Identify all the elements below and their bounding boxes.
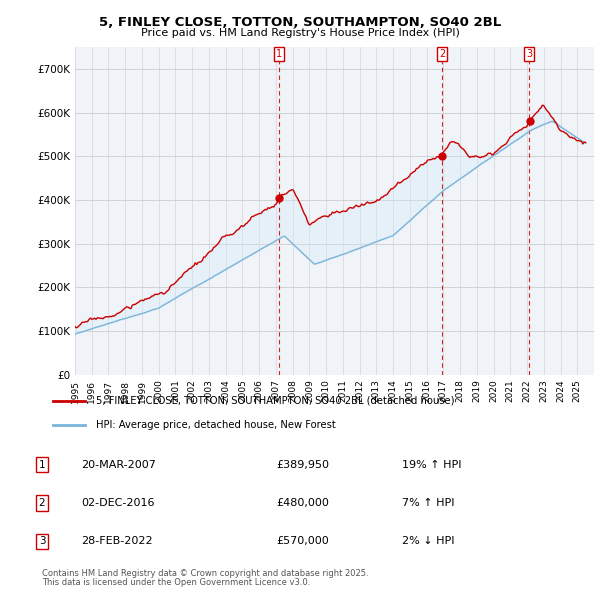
Text: £570,000: £570,000 — [276, 536, 329, 546]
Text: 02-DEC-2016: 02-DEC-2016 — [81, 498, 155, 508]
Text: £389,950: £389,950 — [276, 460, 329, 470]
Text: This data is licensed under the Open Government Licence v3.0.: This data is licensed under the Open Gov… — [42, 578, 310, 588]
Text: 3: 3 — [38, 536, 46, 546]
Text: 2% ↓ HPI: 2% ↓ HPI — [402, 536, 455, 546]
Text: 3: 3 — [526, 49, 532, 59]
Text: HPI: Average price, detached house, New Forest: HPI: Average price, detached house, New … — [96, 420, 336, 430]
Text: 7% ↑ HPI: 7% ↑ HPI — [402, 498, 455, 508]
Text: 2: 2 — [38, 498, 46, 508]
Text: Price paid vs. HM Land Registry's House Price Index (HPI): Price paid vs. HM Land Registry's House … — [140, 28, 460, 38]
Text: 19% ↑ HPI: 19% ↑ HPI — [402, 460, 461, 470]
Text: Contains HM Land Registry data © Crown copyright and database right 2025.: Contains HM Land Registry data © Crown c… — [42, 569, 368, 578]
Text: 1: 1 — [38, 460, 46, 470]
Text: 20-MAR-2007: 20-MAR-2007 — [81, 460, 156, 470]
Text: 2: 2 — [439, 49, 445, 59]
Text: 5, FINLEY CLOSE, TOTTON, SOUTHAMPTON, SO40 2BL (detached house): 5, FINLEY CLOSE, TOTTON, SOUTHAMPTON, SO… — [96, 396, 455, 406]
Text: 5, FINLEY CLOSE, TOTTON, SOUTHAMPTON, SO40 2BL: 5, FINLEY CLOSE, TOTTON, SOUTHAMPTON, SO… — [99, 16, 501, 29]
Text: 28-FEB-2022: 28-FEB-2022 — [81, 536, 152, 546]
Text: 1: 1 — [277, 49, 283, 59]
Text: £480,000: £480,000 — [276, 498, 329, 508]
